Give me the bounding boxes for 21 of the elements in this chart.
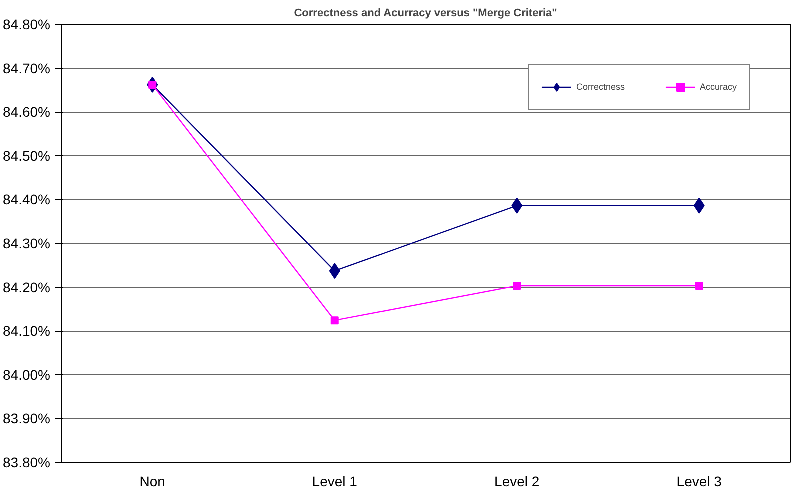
y-tick-label: 84.70%: [3, 60, 50, 76]
y-tick-label: 84.60%: [3, 104, 50, 120]
y-tick-label: 84.50%: [3, 148, 50, 164]
y-tick-label: 83.80%: [3, 454, 50, 470]
point: [695, 282, 704, 290]
y-tick-label: 84.00%: [3, 366, 50, 383]
y-tick-label: 84.80%: [3, 16, 50, 32]
x-tick-label: Level 2: [494, 474, 540, 490]
y-tick-label: 84.20%: [3, 279, 50, 296]
y-tick-label: 84.40%: [3, 192, 50, 208]
y-tick-label: 84.30%: [3, 236, 50, 252]
x-tick-label: Level 1: [312, 474, 358, 490]
y-tick-label: 84.10%: [3, 323, 50, 340]
point: [330, 316, 339, 325]
x-tick-label: Level 3: [676, 474, 722, 490]
chart-title: Correctness and Acurracy versus "Merge Criteria": [294, 8, 558, 20]
y-tick-label: 83.90%: [3, 410, 50, 427]
x-tick-label: Non: [140, 474, 166, 490]
legend-label: Correctness: [576, 82, 625, 92]
point: [513, 282, 522, 290]
legend-label: Accuracy: [700, 82, 737, 92]
